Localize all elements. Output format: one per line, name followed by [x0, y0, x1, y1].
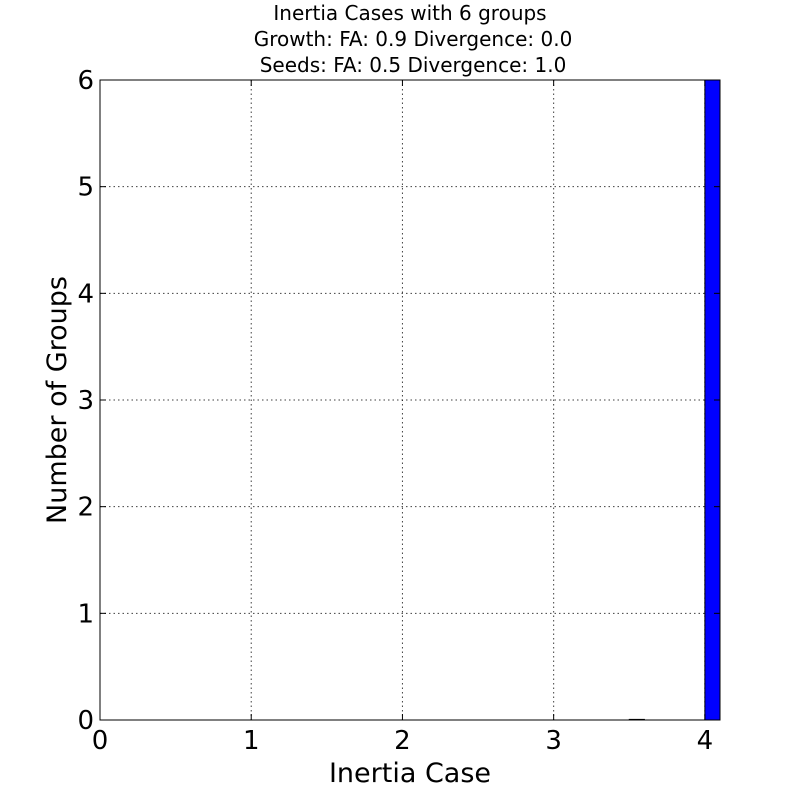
x-tick-label: 3	[545, 726, 562, 756]
y-tick-labels: 0 1 2 3 4 5 6	[77, 66, 94, 736]
grid	[99, 79, 720, 721]
ticks	[99, 79, 720, 721]
y-tick-label: 0	[77, 706, 94, 736]
x-axis-label: Inertia Case	[329, 758, 491, 789]
x-tick-labels: 0 1 2 3 4	[92, 726, 713, 756]
bars	[628, 79, 721, 721]
y-tick-label: 6	[77, 66, 94, 96]
title-line-2: Growth: FA: 0.9 Divergence: 0.0	[254, 27, 573, 51]
x-tick-label: 0	[92, 726, 109, 756]
x-tick-label: 1	[243, 726, 260, 756]
y-tick-label: 3	[77, 386, 94, 416]
x-tick-label: 2	[394, 726, 411, 756]
chart-title: Inertia Cases with 6 groups Growth: FA: …	[254, 1, 573, 77]
title-line-1: Inertia Cases with 6 groups	[273, 1, 546, 25]
y-tick-label: 4	[77, 279, 94, 309]
x-tick-label: 4	[697, 726, 714, 756]
y-tick-label: 1	[77, 599, 94, 629]
y-tick-label: 2	[77, 493, 94, 523]
title-line-3: Seeds: FA: 0.5 Divergence: 1.0	[260, 53, 567, 77]
y-tick-label: 5	[77, 173, 94, 203]
y-axis-label: Number of Groups	[42, 276, 73, 524]
